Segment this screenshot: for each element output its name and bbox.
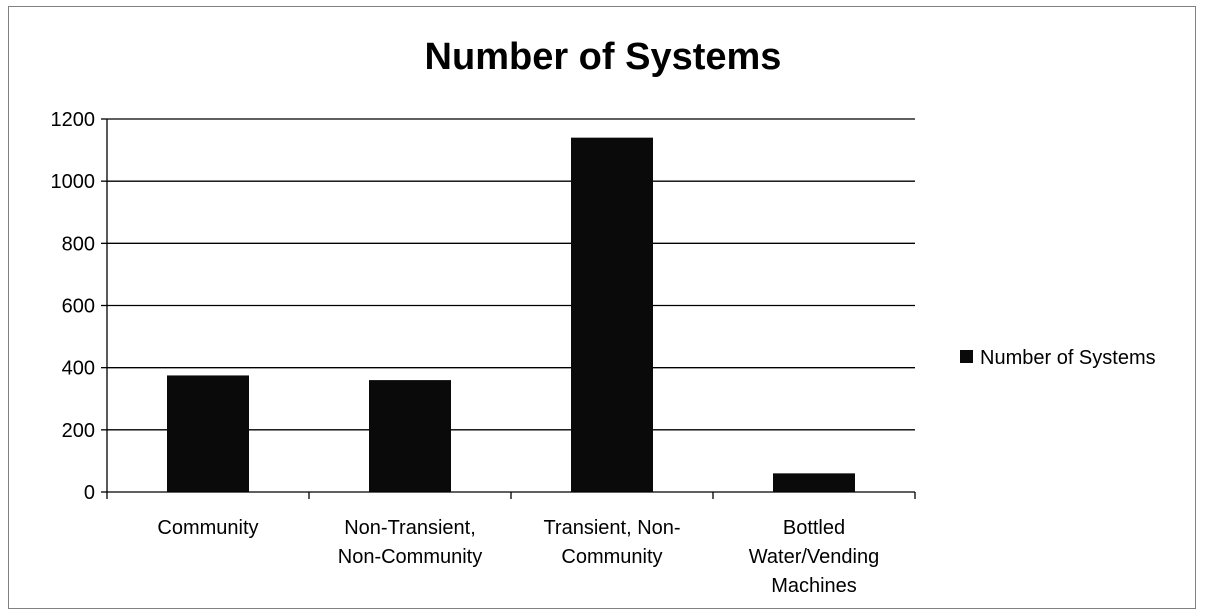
legend: Number of Systems <box>960 347 1156 369</box>
y-tick-label: 600 <box>62 296 95 318</box>
legend-swatch <box>960 350 973 363</box>
bar <box>773 473 855 492</box>
bars <box>167 137 855 492</box>
y-tick-label: 200 <box>62 420 95 442</box>
y-tick-label: 0 <box>84 482 95 504</box>
chart-title: Number of Systems <box>424 36 782 78</box>
gridlines <box>107 118 915 431</box>
x-tick-label: Transient, Non-Community <box>543 517 680 568</box>
y-axis-tick-labels: 0 200 400 600 800 1000 1200 <box>51 109 96 504</box>
y-tick-label: 1200 <box>51 109 96 131</box>
x-tick-label: Bottled Water/Vending Machines <box>749 517 879 597</box>
bar <box>369 380 451 492</box>
legend-label: Number of Systems <box>980 347 1156 369</box>
y-tick-label: 800 <box>62 233 95 255</box>
x-tick-label: Non-Transient, Non-Community <box>338 517 482 568</box>
bar <box>571 137 653 492</box>
x-axis-tick-labels: Community Non-Transient, Non-Community Tran… <box>157 517 879 597</box>
bar <box>167 375 249 492</box>
y-tick-label: 400 <box>62 358 95 380</box>
y-tick-label: 1000 <box>51 171 96 193</box>
axes <box>101 118 916 499</box>
x-tick-label: Community <box>157 517 258 539</box>
